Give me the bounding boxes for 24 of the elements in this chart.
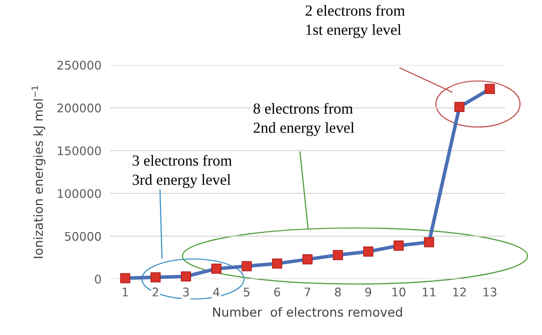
y-tick-label: 50000 <box>65 232 101 241</box>
x-tick-label: 11 <box>422 288 436 296</box>
x-tick-label: 7 <box>304 288 310 296</box>
x-tick-label: 13 <box>484 288 496 296</box>
y-tick-label: 100000 <box>58 189 101 198</box>
text: 2 electrons from 1st energy level <box>306 4 405 38</box>
x-tick-label: 1 <box>122 288 128 296</box>
y-tick-label: 200000 <box>57 104 101 112</box>
annotation: 3 electrons from 3rd energy level <box>132 154 232 188</box>
x-tick-label: 10 <box>392 288 406 296</box>
x-tick-label: 9 <box>365 288 372 296</box>
x-tick-label: 6 <box>274 288 280 296</box>
x-tick-label: 12 <box>453 288 466 296</box>
y-tick-label: 250000 <box>57 60 101 70</box>
x-tick-label: 8 <box>334 288 341 296</box>
x-tick-label: 5 <box>244 288 250 296</box>
x-tick-label: 2 <box>152 288 158 296</box>
x-tick-label: 4 <box>213 288 220 296</box>
y-axis-title: Ionization energies kJ mol$^{−1}$ <box>32 86 46 258</box>
y-tick-label: 150000 <box>58 146 101 156</box>
annotation: 8 electrons from 2nd energy level <box>254 102 354 136</box>
x-axis-title: Number of electrons removed <box>213 307 402 317</box>
x-tick-label: 3 <box>183 288 189 296</box>
y-tick-label: 0 <box>94 274 101 284</box>
